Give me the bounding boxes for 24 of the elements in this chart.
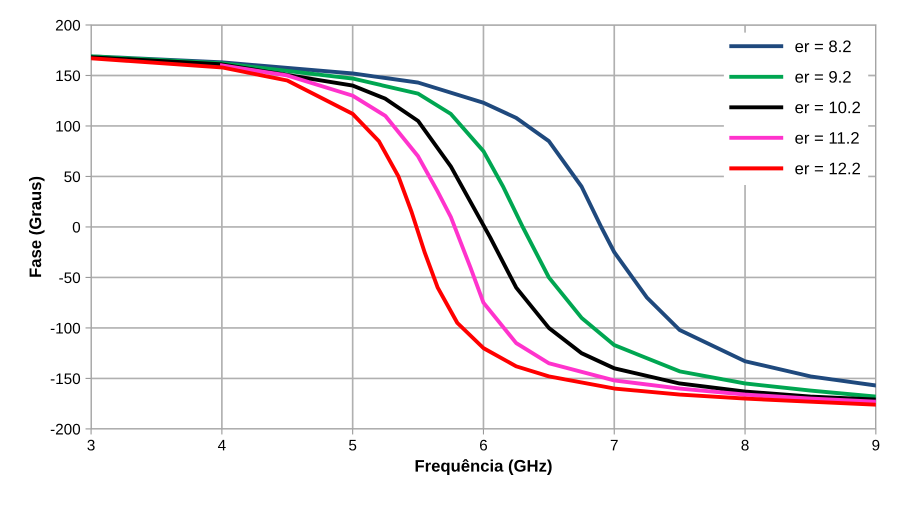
y-tick-label: 200 xyxy=(56,20,80,31)
x-tick-label: 9 xyxy=(872,440,880,451)
legend-label: er = 11.2 xyxy=(795,132,859,144)
line-series xyxy=(220,63,876,404)
y-tick-label: -50 xyxy=(59,272,80,284)
x-tick-label: 8 xyxy=(741,440,749,451)
x-tick-label: 3 xyxy=(87,440,95,451)
legend-label: er = 10.2 xyxy=(795,102,860,114)
x-tick-label: 5 xyxy=(349,440,356,451)
x-tick-label: 4 xyxy=(218,440,226,450)
legend-label: er = 8.2 xyxy=(795,40,851,52)
y-tick-label: 150 xyxy=(56,70,80,82)
y-tick-label: -200 xyxy=(50,424,80,435)
x-axis-title: Frequência (GHz) xyxy=(416,459,552,476)
y-tick-label: -150 xyxy=(50,373,80,384)
y-tick-label: 0 xyxy=(72,222,80,233)
legend-label: er = 9.2 xyxy=(795,70,851,83)
y-tick-label: -100 xyxy=(50,322,80,334)
y-tick-label: 50 xyxy=(64,171,80,182)
x-tick-label: 7 xyxy=(610,440,618,450)
x-tick-label: 6 xyxy=(480,440,488,451)
y-axis-title: Fase (Graus) xyxy=(28,176,45,277)
legend-label: er = 12.2 xyxy=(795,162,860,174)
y-tick-label: 100 xyxy=(56,120,80,132)
